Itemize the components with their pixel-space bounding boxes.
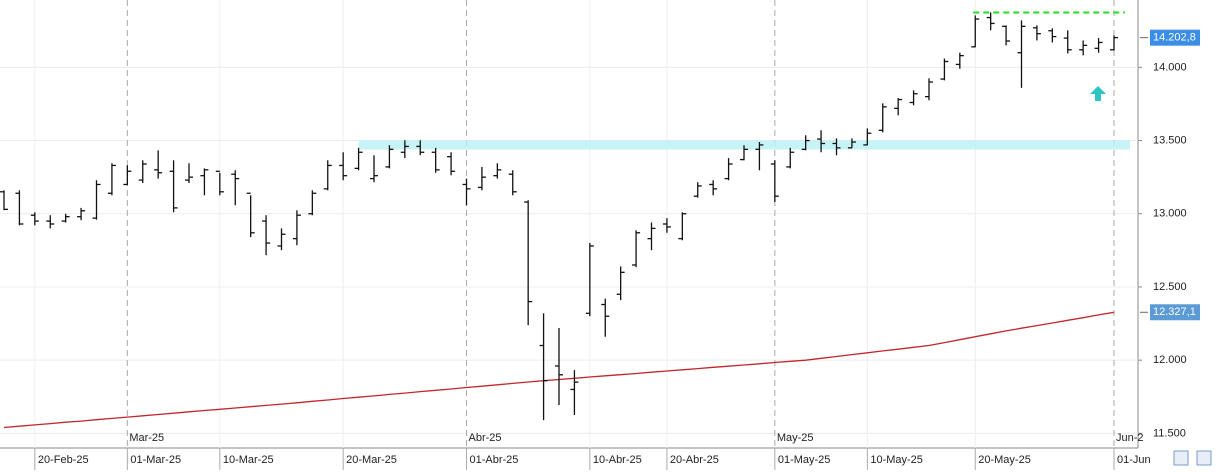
y-tick-label: 11.500 [1153, 427, 1186, 439]
price-label-box [1150, 304, 1200, 321]
y-tick-label: 14.000 [1153, 61, 1187, 73]
x-tick-label: 20-Mar-25 [346, 454, 397, 466]
y-tick-label: 13.000 [1153, 208, 1187, 220]
price-label: 12.327,1 [1153, 306, 1196, 318]
x-tick-label: 10-May-25 [870, 454, 923, 466]
x-tick-label: 01-Mar-25 [130, 454, 181, 466]
x-tick-label: 01-Abr-25 [470, 454, 519, 466]
month-label: May-25 [777, 432, 814, 444]
x-tick-label: 20-May-25 [978, 454, 1031, 466]
x-tick-label: 10-Abr-25 [593, 454, 642, 466]
month-label: Mar-25 [129, 432, 164, 444]
y-tick-label: 12.500 [1153, 281, 1187, 293]
x-tick-label: 20-Feb-25 [38, 454, 89, 466]
x-tick-label: 01-Jun [1117, 454, 1151, 466]
zoom-button[interactable] [1173, 450, 1189, 466]
month-label: Jun-2 [1116, 432, 1144, 444]
price-label: 14.202,8 [1153, 32, 1196, 44]
x-tick-label: 01-May-25 [778, 454, 831, 466]
price-label-box [1150, 29, 1200, 46]
x-tick-label: 20-Abr-25 [670, 454, 719, 466]
y-tick-label: 12.000 [1153, 354, 1187, 366]
x-tick-label: 10-Mar-25 [223, 454, 274, 466]
arrow [1090, 86, 1106, 101]
save-button[interactable] [1196, 450, 1212, 466]
y-tick-label: 13.500 [1153, 134, 1187, 146]
month-label: Abr-25 [469, 432, 502, 444]
